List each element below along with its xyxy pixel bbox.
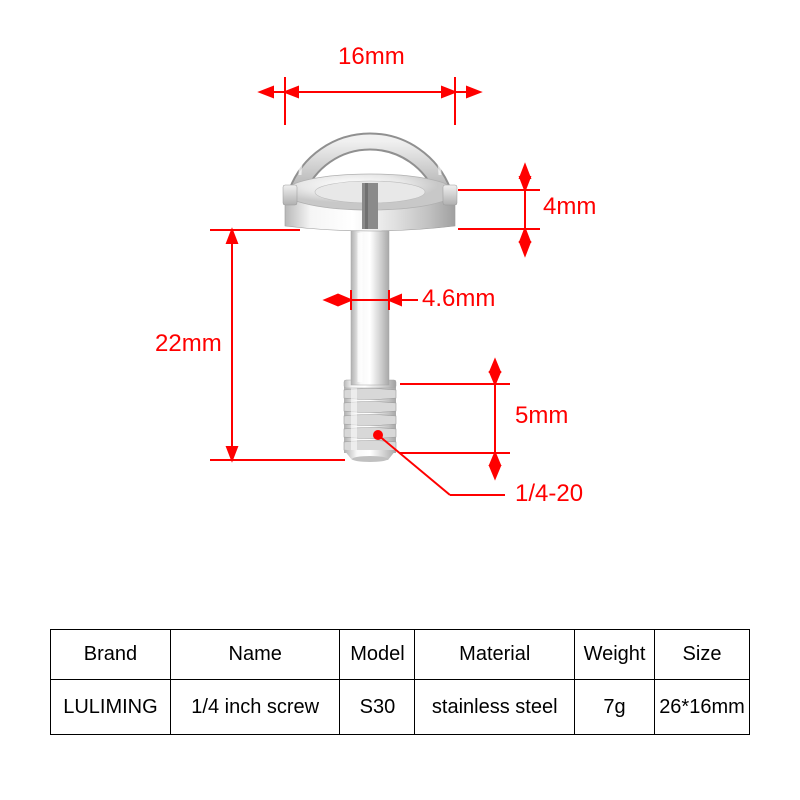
cell-model: S30 [340, 680, 415, 735]
label-head-height: 4mm [543, 193, 596, 221]
label-head-width: 16mm [338, 43, 405, 71]
label-thread-spec: 1/4-20 [515, 480, 583, 508]
header-model: Model [340, 630, 415, 680]
label-shaft-length: 22mm [155, 330, 222, 358]
screw-illustration [0, 30, 800, 570]
dimension-diagram: 16mm 4mm 22mm 4.6mm 5mm 1/4-20 [0, 30, 800, 570]
cell-name: 1/4 inch screw [170, 680, 340, 735]
table-header-row: Brand Name Model Material Weight Size [51, 630, 750, 680]
header-material: Material [415, 630, 575, 680]
header-name: Name [170, 630, 340, 680]
header-size: Size [655, 630, 750, 680]
thread-section [344, 385, 396, 462]
cell-weight: 7g [575, 680, 655, 735]
header-weight: Weight [575, 630, 655, 680]
label-shaft-diameter: 4.6mm [422, 285, 495, 313]
label-thread-length: 5mm [515, 402, 568, 430]
table-data-row: LULIMING 1/4 inch screw S30 stainless st… [51, 680, 750, 735]
cell-size: 26*16mm [655, 680, 750, 735]
header-brand: Brand [51, 630, 171, 680]
cell-material: stainless steel [415, 680, 575, 735]
spec-table: Brand Name Model Material Weight Size LU… [50, 629, 750, 735]
cell-brand: LULIMING [51, 680, 171, 735]
